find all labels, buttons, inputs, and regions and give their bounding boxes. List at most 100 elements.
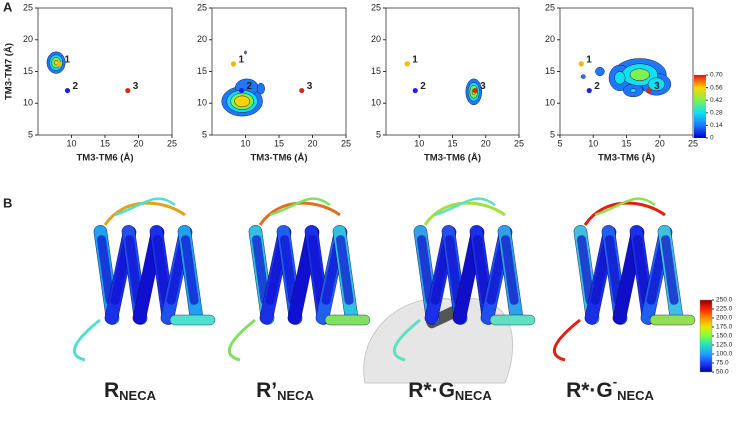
contour-level	[234, 95, 251, 108]
loop	[72, 318, 101, 362]
x-tick-label: 15	[447, 138, 457, 148]
contour-level	[614, 71, 626, 85]
y-tick-label: 15	[197, 66, 207, 76]
h8-helix	[169, 314, 216, 326]
plot-frame	[211, 7, 347, 136]
loop	[434, 197, 496, 217]
helix-core	[307, 235, 326, 305]
structure-label: RNECA	[104, 379, 157, 404]
x-tick-label: 25	[167, 138, 177, 148]
state-point	[125, 87, 131, 94]
protein-structure	[227, 197, 371, 362]
x-tick-label: 25	[514, 138, 524, 148]
colorbar-label: 100.0	[716, 351, 733, 358]
contours	[46, 51, 66, 74]
y-tick-label: 20	[197, 34, 207, 44]
x-tick-label: 10	[588, 138, 598, 148]
colorbar-label: 0	[710, 135, 714, 142]
y-tick-label: 15	[545, 66, 555, 76]
state-point	[56, 61, 63, 67]
y-tick-label: 20	[371, 34, 381, 44]
helix-core	[279, 235, 298, 305]
helix-core	[500, 235, 519, 305]
helix-core	[251, 235, 270, 305]
state-point	[412, 87, 418, 94]
y-axis-label: TM3-TM7 (Å)	[4, 43, 15, 100]
label-sub: NECA	[455, 388, 492, 403]
point-label: 3	[133, 81, 139, 92]
x-tick-label: 25	[341, 138, 351, 148]
x-tick-label: 15	[274, 138, 284, 148]
x-tick-label: 20	[655, 138, 665, 148]
contour-level	[629, 68, 650, 81]
y-tick-label: 25	[197, 2, 207, 12]
y-tick-label: 25	[545, 2, 555, 12]
label-sub: NECA	[277, 388, 314, 403]
contour-level	[244, 50, 247, 55]
colorbar-label: 125.0	[716, 342, 733, 349]
x-tick-label: 10	[240, 138, 250, 148]
y-tick-label: 10	[197, 98, 207, 108]
colorbar-label: 0.56	[710, 84, 723, 91]
colorbar-label: 75.0	[716, 360, 729, 367]
point-label: 3	[307, 81, 313, 92]
point-label: 2	[594, 81, 600, 92]
y-tick-label: 10	[371, 98, 381, 108]
point-label: 2	[246, 81, 252, 92]
structure-label: R*·G-NECA	[566, 374, 654, 403]
state-point	[238, 87, 245, 94]
helix-core	[96, 235, 115, 305]
structure-label: R*·GNECA	[408, 379, 492, 404]
point-label: 1	[586, 55, 592, 66]
state-point	[586, 87, 592, 94]
colorbar-label: 0.28	[710, 110, 723, 117]
contours	[580, 58, 672, 98]
contour-level	[580, 74, 586, 79]
protein-structure	[363, 197, 536, 384]
panel-label: B	[3, 195, 12, 210]
state-point	[64, 87, 71, 94]
label-label: R’	[256, 379, 277, 402]
label-sub: NECA	[617, 388, 654, 403]
helix-core	[632, 235, 651, 305]
h8-helix	[324, 314, 371, 326]
x-tick-label: 20	[307, 138, 317, 148]
state-point	[472, 87, 478, 94]
helix-core	[124, 235, 143, 305]
point-label: 1	[238, 55, 244, 66]
helix-core	[180, 235, 199, 305]
plot-frame	[385, 7, 520, 136]
point-label: 3	[654, 81, 660, 92]
loop	[552, 318, 581, 362]
contour-level	[595, 66, 605, 77]
colorbar-label: 225.0	[716, 306, 733, 313]
loop	[594, 197, 656, 217]
y-tick-label: 5	[28, 129, 33, 139]
label-label: R	[104, 379, 119, 402]
x-axis-label: TM3-TM6 (Å)	[251, 153, 308, 164]
h8-helix	[649, 314, 696, 326]
y-tick-label: 25	[23, 2, 33, 12]
x-axis-label: TM3-TM6 (Å)	[77, 153, 134, 164]
colorbar-label: 0.14	[710, 122, 723, 129]
state-point	[404, 61, 410, 67]
structure-label: R’NECA	[256, 379, 314, 404]
y-tick-label: 10	[545, 98, 555, 108]
x-axis-label: TM3-TM6 (Å)	[424, 153, 481, 164]
x-tick-label: 15	[621, 138, 631, 148]
label-sup: -	[613, 374, 617, 389]
colorbar-label: 0.70	[710, 72, 723, 79]
helix-core	[576, 235, 595, 305]
point-label: 3	[480, 81, 486, 92]
label-label: R*·G	[566, 379, 613, 402]
y-tick-label: 10	[23, 98, 33, 108]
y-tick-label: 20	[545, 34, 555, 44]
y-tick-label: 5	[376, 129, 381, 139]
protein-structure	[72, 197, 216, 362]
helix-core	[152, 235, 171, 305]
x-tick-label: 5	[557, 138, 562, 148]
loop	[269, 197, 331, 217]
loop	[392, 318, 421, 362]
x-tick-label: 20	[133, 138, 143, 148]
state-point	[646, 87, 652, 94]
